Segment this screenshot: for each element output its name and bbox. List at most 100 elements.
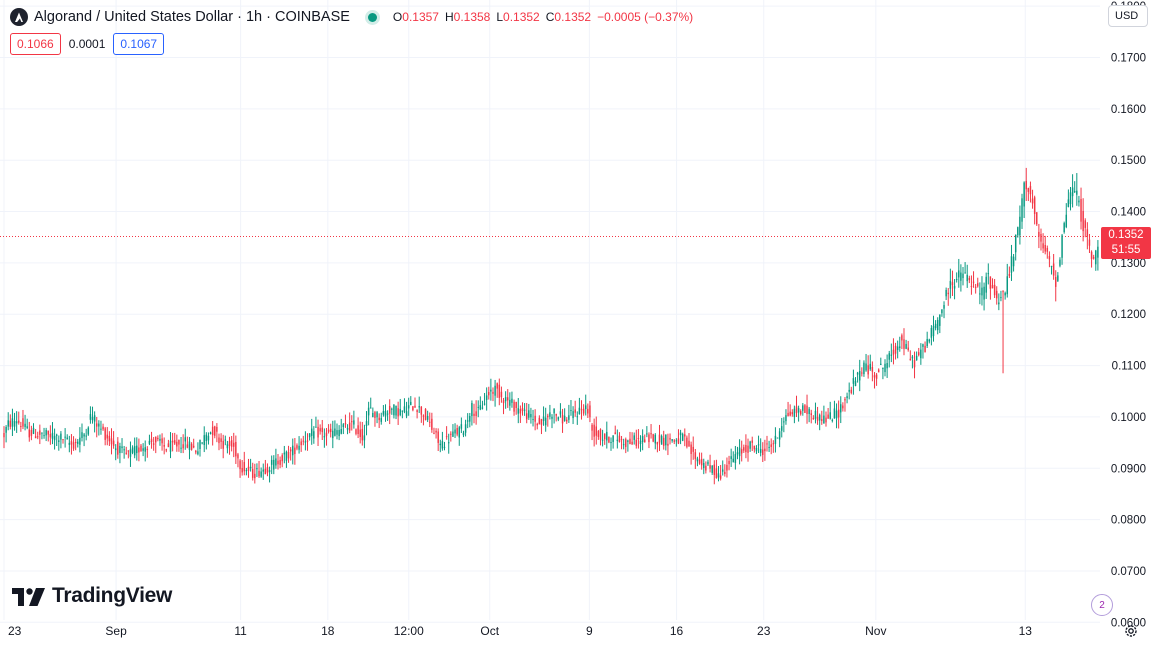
candle-body [201, 442, 203, 444]
ohlc-values: O0.1357 H0.1358 L0.1352 C0.1352 −0.0005 … [393, 10, 693, 24]
candle-body [831, 419, 834, 421]
candle-body [1092, 257, 1095, 259]
candle-body [924, 345, 926, 353]
symbol-title[interactable]: Algorand / United States Dollar · 1h · C… [34, 9, 350, 25]
candle-body [1057, 275, 1059, 281]
tradingview-logo[interactable]: TradingView [12, 584, 172, 608]
candle-body [719, 475, 722, 479]
candle-body [140, 445, 142, 452]
candle-body [981, 287, 983, 296]
candle-body [342, 424, 345, 428]
candle-body [1023, 182, 1025, 207]
candle-body [622, 444, 625, 446]
candle-body [652, 434, 654, 442]
candle-body [1055, 277, 1057, 287]
currency-button[interactable]: USD [1108, 5, 1148, 27]
time-axis-label: 23 [757, 624, 771, 638]
candle-body [1050, 265, 1053, 267]
candle-body [1002, 291, 1004, 293]
settings-gear-icon[interactable] [1124, 624, 1138, 638]
candle-body [294, 447, 296, 455]
candle-body [570, 409, 572, 411]
candle-body [192, 445, 195, 448]
candle-body [684, 434, 686, 437]
candle-body [165, 449, 168, 451]
candle-body [793, 408, 796, 417]
candle-body [540, 419, 543, 425]
candle-body [384, 410, 387, 417]
candle-body [566, 419, 568, 422]
candle-body [483, 403, 486, 405]
market-status-icon[interactable] [367, 12, 377, 22]
candle-body [353, 420, 355, 425]
candle-body [688, 440, 690, 447]
candle-body [608, 436, 610, 443]
candle-body [854, 380, 857, 386]
chart-header: Algorand / United States Dollar · 1h · C… [10, 6, 693, 28]
candle-body [772, 443, 775, 445]
candle-body [142, 448, 144, 451]
candle-body [114, 448, 117, 451]
candle-body [199, 440, 201, 449]
candle-body [964, 272, 966, 274]
candle-body [553, 408, 555, 414]
high-value: 0.1358 [453, 10, 491, 24]
candle-body [321, 427, 323, 433]
candle-body [1027, 188, 1030, 192]
candle-body [329, 428, 332, 433]
candle-body [707, 461, 709, 465]
scroll-to-realtime-icon[interactable]: 2 [1091, 594, 1113, 616]
candle-body [1040, 233, 1042, 242]
spread-value: 0.0001 [68, 37, 106, 51]
candle-body [479, 405, 482, 410]
candle-body [235, 441, 237, 457]
candle-body [892, 349, 895, 355]
candle-body [308, 433, 311, 438]
candle-body [909, 358, 912, 361]
candle-body [176, 441, 178, 447]
candle-body [625, 439, 627, 447]
candle-body [926, 338, 928, 347]
candle-body [100, 428, 102, 430]
candle-body [306, 440, 309, 442]
candle-body [304, 441, 307, 443]
candle-body [690, 444, 692, 454]
quote-row: 0.1066 0.0001 0.1067 [10, 33, 165, 55]
candle-body [338, 429, 340, 437]
bid-button[interactable]: 0.1066 [10, 33, 61, 55]
candle-body [58, 440, 60, 442]
candle-body [146, 448, 149, 450]
candle-body [509, 399, 511, 406]
candle-body [694, 452, 697, 459]
candle-body [464, 424, 467, 433]
candle-body [51, 432, 54, 439]
candle-body [93, 415, 96, 422]
candle-body [310, 428, 313, 436]
candle-body [1008, 273, 1011, 276]
candle-body [370, 407, 372, 409]
candle-body [26, 426, 28, 428]
candle-body [380, 418, 383, 422]
candle-body [1069, 192, 1072, 205]
candle-body [888, 353, 890, 360]
candle-body [787, 412, 789, 417]
candle-body [110, 438, 113, 445]
candle-body [237, 454, 239, 459]
candle-body [292, 445, 294, 456]
candle-body [972, 281, 975, 283]
candle-body [951, 282, 954, 286]
candle-body [511, 398, 513, 403]
candle-body [410, 401, 412, 405]
candle-body [133, 446, 136, 456]
candle-body [167, 443, 170, 448]
candle-body [686, 437, 688, 447]
candle-body [332, 430, 334, 439]
candle-body [829, 412, 831, 419]
candle-body [79, 437, 81, 445]
candle-body [770, 444, 772, 447]
candle-body [157, 437, 159, 440]
ask-button[interactable]: 0.1067 [113, 33, 165, 55]
candle-body [517, 408, 520, 414]
